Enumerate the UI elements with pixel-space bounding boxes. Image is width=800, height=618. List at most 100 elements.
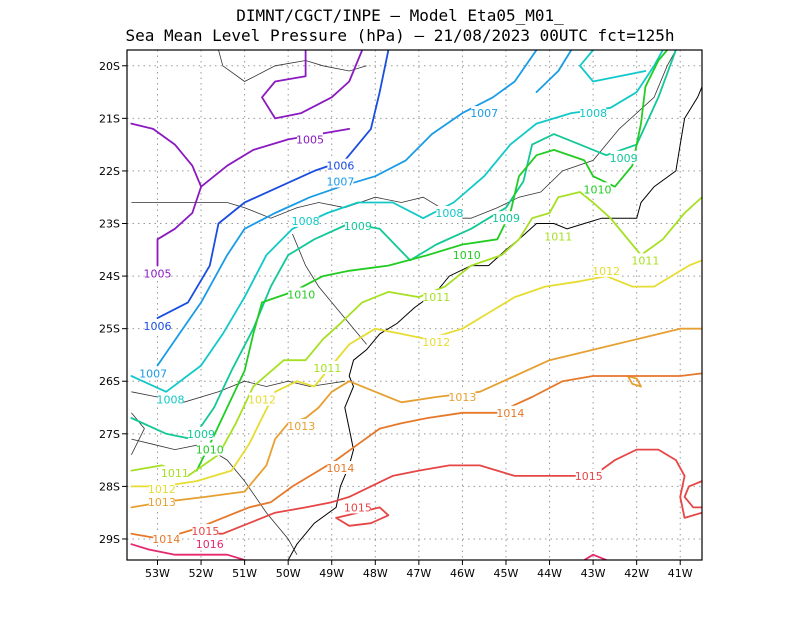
isobar-label: 1010 bbox=[583, 182, 611, 196]
isobar-label: 1005 bbox=[296, 132, 324, 146]
isobar-1010 bbox=[195, 50, 669, 472]
coastline-segment bbox=[287, 86, 702, 560]
x-tick-label: 52W bbox=[189, 567, 214, 580]
isobar-label: 1012 bbox=[592, 263, 620, 278]
isobar-label-bg bbox=[196, 442, 223, 456]
isobar-label: 1008 bbox=[435, 205, 463, 220]
x-tick-label: 43W bbox=[581, 567, 606, 580]
isobar-label-text: 1008 bbox=[157, 394, 185, 407]
isobar-1011 bbox=[130, 191, 702, 477]
isobar-label: 1013 bbox=[287, 418, 315, 433]
isobar-label-bg bbox=[436, 205, 463, 219]
isobar-1016 bbox=[130, 543, 246, 560]
isobar-label-text: 1012 bbox=[148, 483, 176, 496]
isobar-label-bg bbox=[314, 361, 341, 375]
isobar-1012 bbox=[130, 259, 702, 488]
isobar-label: 1011 bbox=[161, 466, 189, 480]
isobar-label: 1012 bbox=[148, 482, 176, 496]
isobar-label-bg bbox=[327, 460, 354, 474]
isobar-label-text: 1012 bbox=[422, 336, 450, 349]
isobar-label-bg bbox=[288, 287, 315, 301]
isobar-label-bg bbox=[545, 229, 572, 243]
isobar-label-bg bbox=[471, 106, 498, 120]
isobar-label: 1009 bbox=[344, 219, 372, 233]
x-tick-label: 46W bbox=[450, 567, 475, 580]
x-tick-label: 41W bbox=[668, 567, 693, 580]
isobar-label-bg bbox=[580, 106, 607, 120]
isobar-label-bg bbox=[157, 392, 184, 406]
isobar-1015 bbox=[195, 448, 702, 535]
y-tick-label: 28S bbox=[99, 480, 120, 493]
chart-title-line1: DIMNT/CGCT/INPE – Model Eta05_M01_ bbox=[236, 6, 564, 25]
isobar-label: 1010 bbox=[453, 248, 481, 262]
isobar-label: 1006 bbox=[143, 319, 171, 333]
isobar-label-bg bbox=[492, 211, 519, 225]
isobar-label-text: 1011 bbox=[422, 291, 450, 304]
isobar-label-text: 1010 bbox=[583, 183, 611, 196]
state-border bbox=[131, 191, 541, 219]
isobar-label: 1007 bbox=[139, 366, 167, 380]
isobar-label-text: 1009 bbox=[344, 220, 372, 233]
isobar-label-text: 1008 bbox=[292, 215, 320, 228]
isobar-label-text: 1014 bbox=[326, 462, 354, 475]
isobar-label: 1012 bbox=[422, 334, 450, 349]
isobar-labels: 1005 1005 1006 1006 1007 1007 1007 1008 1008 1008… bbox=[139, 106, 659, 551]
isobar-label: 1011 bbox=[631, 253, 659, 267]
isobar-label: 1009 bbox=[187, 426, 215, 441]
state-border bbox=[292, 233, 367, 345]
latitude-ticks: 20S 21S 22S 23S 24S 25S 26S 27S 28S 29S bbox=[99, 60, 127, 546]
isobar-1007 bbox=[535, 50, 573, 93]
isobar-label: 1011 bbox=[544, 229, 572, 244]
isobar-label-text: 1012 bbox=[592, 265, 620, 278]
isobar-label-bg bbox=[423, 334, 450, 348]
isobar-label: 1010 bbox=[196, 442, 224, 457]
isobar-label-bg bbox=[292, 213, 319, 227]
graticule bbox=[127, 50, 702, 560]
isobar-label-bg bbox=[344, 219, 371, 233]
isobar-label: 1010 bbox=[287, 287, 315, 301]
isobar-label-bg bbox=[632, 253, 659, 267]
x-tick-label: 49W bbox=[319, 567, 344, 580]
chart-title-line2: Sea Mean Level Pressure (hPa) – 21/08/20… bbox=[125, 26, 675, 45]
isobar-label: 1005 bbox=[143, 266, 171, 280]
isobar-label-bg bbox=[575, 468, 602, 482]
isobar-label-text: 1006 bbox=[326, 160, 354, 173]
y-tick-label: 21S bbox=[99, 112, 120, 125]
isobar-label-bg bbox=[192, 524, 219, 538]
isobar-label-bg bbox=[188, 426, 215, 440]
isobar-label: 1011 bbox=[313, 361, 341, 375]
isobar-label-text: 1005 bbox=[296, 133, 324, 146]
isobar-label-bg bbox=[196, 537, 223, 551]
isobar-label: 1015 bbox=[344, 500, 372, 514]
isobar-label-text: 1013 bbox=[148, 496, 176, 509]
isobar-label: 1015 bbox=[575, 468, 603, 483]
isobar-label-bg bbox=[453, 248, 480, 262]
isobar-label: 1014 bbox=[496, 405, 524, 420]
isobar-1005 bbox=[130, 122, 202, 267]
isobar-label-bg bbox=[140, 366, 167, 380]
isobar-label-text: 1011 bbox=[313, 362, 341, 375]
isobar-label-text: 1008 bbox=[579, 107, 607, 120]
isobar-label-bg bbox=[153, 531, 180, 545]
isobar-label-text: 1011 bbox=[544, 231, 572, 244]
isobar-label-bg bbox=[144, 319, 171, 333]
x-tick-label: 45W bbox=[494, 567, 519, 580]
isobar-label-bg bbox=[449, 390, 476, 404]
isobar-label-text: 1013 bbox=[448, 391, 476, 404]
isobar-label-bg bbox=[148, 495, 175, 509]
isobar-label-text: 1007 bbox=[470, 107, 498, 120]
isobar-label: 1009 bbox=[610, 150, 638, 165]
isobar-label-text: 1010 bbox=[287, 288, 315, 301]
isobar-label-bg bbox=[161, 466, 188, 480]
x-tick-label: 47W bbox=[406, 567, 431, 580]
isobar-label-bg bbox=[610, 150, 637, 164]
longitude-ticks: 53W 52W 51W 50W 49W 48W 47W 46W 45W 44W 43W 42W 41W bbox=[145, 560, 693, 580]
isobar-label-text: 1016 bbox=[196, 538, 224, 551]
isobar-label-text: 1013 bbox=[287, 420, 315, 433]
isobar-1006 bbox=[156, 50, 390, 319]
isobar-label-text: 1006 bbox=[143, 320, 171, 333]
isobar-label: 1006 bbox=[326, 158, 354, 173]
isobar-label-bg bbox=[144, 266, 171, 280]
x-tick-label: 50W bbox=[276, 567, 301, 580]
